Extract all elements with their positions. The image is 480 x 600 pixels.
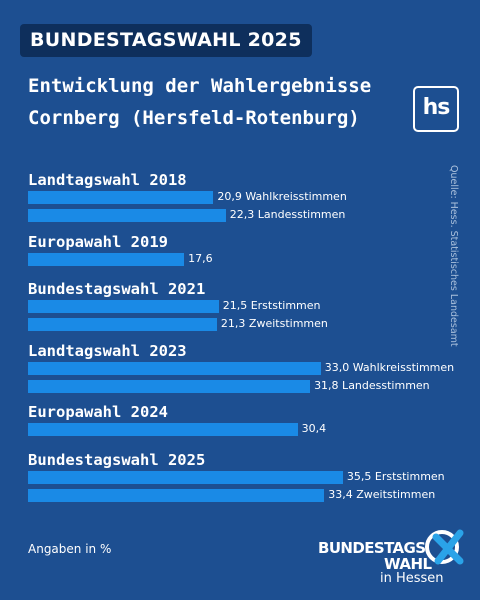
bar	[28, 471, 343, 484]
bar-value-label: 33,4 Zweitstimmen	[328, 488, 435, 502]
bar	[28, 489, 325, 502]
bar-series-label: Erststimmen	[247, 299, 321, 312]
logo-line-3: in Hessen	[380, 571, 444, 586]
group-label: Landtagswahl 2023	[28, 342, 187, 360]
title-line-2: Cornberg (Hersfeld-Rotenburg)	[28, 107, 360, 129]
bar-series-label: Erststimmen	[371, 470, 445, 483]
title-line-1: Entwicklung der Wahlergebnisse	[28, 75, 372, 97]
group-label: Bundestagswahl 2021	[28, 280, 206, 298]
bar-value-label: 30,4	[302, 422, 327, 436]
bar-value: 33,0	[324, 361, 350, 374]
logo-line-1: BUNDESTAGS	[318, 539, 426, 557]
bar-series-label: Wahlkreisstimmen	[349, 361, 455, 374]
bar-value-label: 20,9 Wahlkreisstimmen	[217, 190, 346, 204]
bar-series-label: Landesstimmen	[254, 208, 346, 221]
bar-value: 17,6	[188, 252, 213, 265]
election-badge: BUNDESTAGSWAHL 2025	[20, 24, 312, 57]
bar-value: 21,5	[222, 299, 248, 312]
bar	[28, 423, 298, 436]
bar-series-label: Zweitstimmen	[245, 317, 328, 330]
group-label: Europawahl 2024	[28, 403, 168, 421]
bar-value-label: 21,5 Erststimmen	[223, 299, 321, 313]
bar-value: 35,5	[346, 470, 372, 483]
bar-value-label: 35,5 Erststimmen	[347, 470, 445, 484]
ballot-cross-icon	[425, 529, 464, 565]
page-title: Entwicklung der Wahlergebnisse Cornberg …	[28, 70, 371, 134]
bar-value-label: 31,8 Landesstimmen	[314, 379, 430, 393]
bar-value: 31,8	[314, 379, 339, 392]
bar-value: 20,9	[217, 190, 242, 203]
bar	[28, 300, 219, 313]
bar-value: 30,4	[301, 422, 327, 435]
bundestagswahl-hessen-logo: BUNDESTAGS WAHL in Hessen	[318, 525, 468, 587]
source-note: Quelle: Hess. Statistisches Landesamt	[448, 165, 459, 347]
unit-footnote: Angaben in %	[28, 542, 112, 556]
bar	[28, 253, 185, 266]
bar-series-label: Landesstimmen	[338, 379, 430, 392]
bar	[28, 380, 311, 393]
group-label: Landtagswahl 2018	[28, 171, 187, 189]
bar	[28, 362, 321, 375]
hs-logo: hs	[413, 86, 459, 132]
bar-value: 22,3	[229, 208, 255, 221]
bar-value-label: 33,0 Wahlkreisstimmen	[325, 361, 454, 375]
bar-value-label: 17,6	[188, 252, 213, 266]
logo-line-2: WAHL	[384, 555, 432, 573]
group-label: Bundestagswahl 2025	[28, 451, 206, 469]
group-label: Europawahl 2019	[28, 233, 168, 251]
bar	[28, 191, 214, 204]
bar-value-label: 22,3 Landesstimmen	[230, 208, 346, 222]
bar-value-label: 21,3 Zweitstimmen	[221, 317, 328, 331]
bar	[28, 318, 217, 331]
bar-series-label: Zweitstimmen	[352, 488, 436, 501]
bar	[28, 209, 226, 222]
bar-series-label: Wahlkreisstimmen	[241, 190, 347, 203]
bar-value: 33,4	[328, 488, 353, 501]
bar-value: 21,3	[220, 317, 246, 330]
